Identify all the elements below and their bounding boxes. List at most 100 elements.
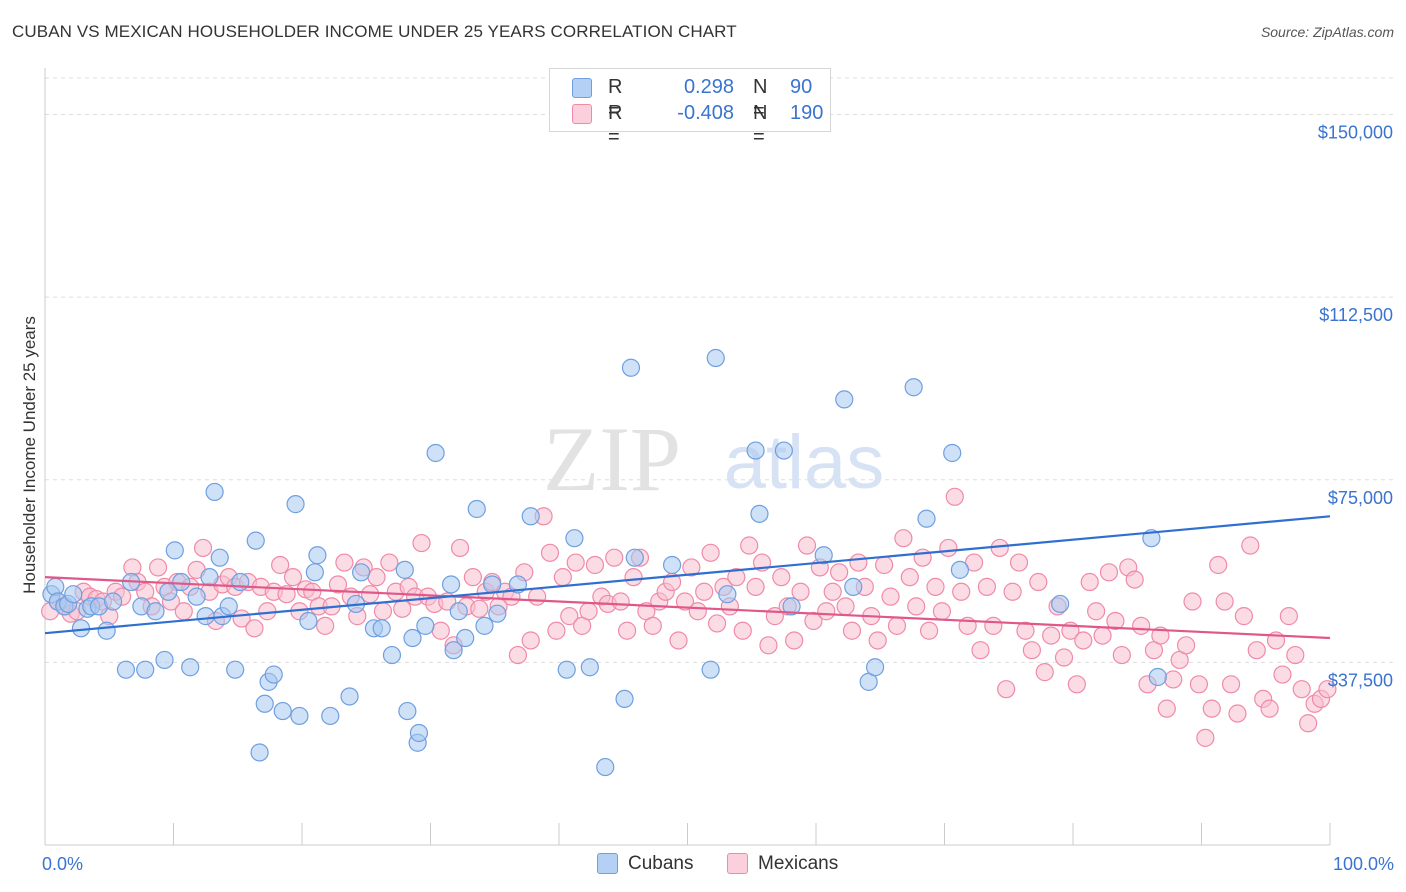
cuban-point bbox=[321, 706, 340, 726]
cuban-point bbox=[615, 689, 634, 709]
mexican-point bbox=[1042, 626, 1061, 645]
mexican-point bbox=[675, 592, 695, 611]
cuban-point bbox=[299, 611, 318, 631]
mexican-point bbox=[817, 602, 836, 621]
cuban-point bbox=[246, 531, 265, 550]
cuban-point bbox=[352, 563, 371, 582]
n-value: 90 bbox=[790, 76, 813, 98]
mexican-point bbox=[926, 577, 945, 596]
mexican-point bbox=[907, 597, 926, 616]
mexican-point bbox=[1016, 621, 1035, 640]
cubans-swatch bbox=[572, 78, 592, 98]
cuban-point bbox=[706, 348, 725, 368]
cuban-point bbox=[943, 443, 962, 463]
n-label: N = bbox=[753, 76, 768, 122]
mexican-point bbox=[1286, 645, 1305, 665]
cuban-point bbox=[372, 619, 391, 638]
mexican-point bbox=[585, 555, 605, 575]
mexican-point bbox=[245, 619, 264, 638]
cuban-point bbox=[662, 555, 682, 575]
cuban-point bbox=[165, 541, 184, 560]
cuban-point bbox=[835, 390, 854, 409]
cubans-swatch bbox=[597, 853, 618, 874]
mexican-point bbox=[1054, 648, 1074, 667]
mexican-point bbox=[335, 553, 354, 572]
cuban-point bbox=[382, 645, 402, 665]
mexican-point bbox=[894, 529, 913, 548]
mexican-point bbox=[849, 553, 868, 572]
mexican-point bbox=[733, 621, 752, 640]
cuban-point bbox=[483, 575, 502, 594]
r-value: -0.408 bbox=[677, 102, 734, 124]
cuban-point bbox=[782, 597, 801, 616]
mexican-point bbox=[669, 631, 688, 650]
cuban-point bbox=[205, 482, 224, 502]
mexican-point bbox=[1164, 670, 1183, 689]
mexican-point bbox=[1003, 582, 1022, 601]
cuban-point bbox=[621, 358, 641, 377]
mexican-point bbox=[393, 599, 412, 618]
tick-labels: $37,500 $75,000 $112,500 $150,000 0.0% 100.0% bbox=[42, 123, 1394, 874]
mexican-point bbox=[1087, 602, 1106, 621]
mexican-point bbox=[1279, 607, 1298, 626]
mexican-point bbox=[508, 645, 527, 665]
n-label: N = bbox=[753, 102, 768, 148]
cuban-point bbox=[155, 650, 174, 670]
mexican-point bbox=[1228, 704, 1247, 723]
cuban-point bbox=[488, 604, 507, 623]
cuban-point bbox=[200, 568, 219, 587]
mexican-point bbox=[695, 582, 714, 601]
mexican-point bbox=[1299, 714, 1318, 733]
mexican-point bbox=[579, 602, 598, 621]
mexican-point bbox=[1176, 636, 1196, 655]
mexican-point bbox=[746, 577, 765, 596]
x-tick-label: 0.0% bbox=[42, 854, 83, 874]
mexicans-swatch bbox=[727, 853, 748, 874]
mexican-point bbox=[528, 587, 547, 606]
mexican-point bbox=[823, 582, 842, 601]
cuban-point bbox=[467, 499, 486, 519]
mexican-point bbox=[1234, 607, 1254, 626]
cuban-point bbox=[64, 585, 83, 604]
cuban-point bbox=[231, 572, 250, 592]
mexican-point bbox=[984, 616, 1003, 635]
mexican-point bbox=[553, 568, 572, 587]
cuban-point bbox=[210, 548, 229, 567]
mexican-point bbox=[1093, 626, 1112, 645]
mexican-point bbox=[919, 621, 939, 640]
cuban-point bbox=[521, 507, 540, 526]
mexican-point bbox=[1196, 728, 1215, 747]
mexican-point bbox=[1067, 675, 1086, 694]
mexican-point bbox=[1009, 553, 1029, 572]
mexican-point bbox=[759, 636, 778, 655]
mexican-point bbox=[900, 568, 919, 587]
mexican-point bbox=[1241, 536, 1260, 555]
mexican-point bbox=[431, 621, 450, 640]
cuban-point bbox=[950, 560, 970, 579]
mexican-point bbox=[1292, 680, 1311, 699]
cuban-point bbox=[97, 621, 116, 640]
cuban-point bbox=[456, 628, 475, 648]
legend-label-mexicans: Mexicans bbox=[758, 853, 839, 874]
mexican-point bbox=[964, 553, 984, 572]
cuban-point bbox=[866, 658, 885, 677]
mexican-point bbox=[373, 602, 393, 621]
cuban-point bbox=[286, 495, 305, 514]
y-tick-label: $112,500 bbox=[1319, 305, 1393, 325]
mexicans-trend-line bbox=[44, 576, 1331, 640]
cuban-point bbox=[1051, 594, 1070, 614]
mexican-point bbox=[540, 543, 560, 562]
mexican-point bbox=[797, 536, 817, 555]
mexican-point bbox=[618, 621, 637, 640]
mexican-point bbox=[1189, 675, 1209, 694]
cuban-point bbox=[565, 529, 584, 548]
mexican-point bbox=[791, 582, 810, 601]
cuban-point bbox=[774, 441, 793, 460]
mexican-point bbox=[1221, 675, 1241, 694]
correlation-legend: R = 0.298 N = 90 R = -0.408 N = 190 bbox=[549, 68, 831, 148]
mexican-point bbox=[682, 558, 701, 577]
cuban-point bbox=[449, 602, 468, 621]
cuban-point bbox=[844, 577, 863, 596]
trend-lines bbox=[44, 515, 1331, 640]
mexican-point bbox=[881, 587, 900, 606]
